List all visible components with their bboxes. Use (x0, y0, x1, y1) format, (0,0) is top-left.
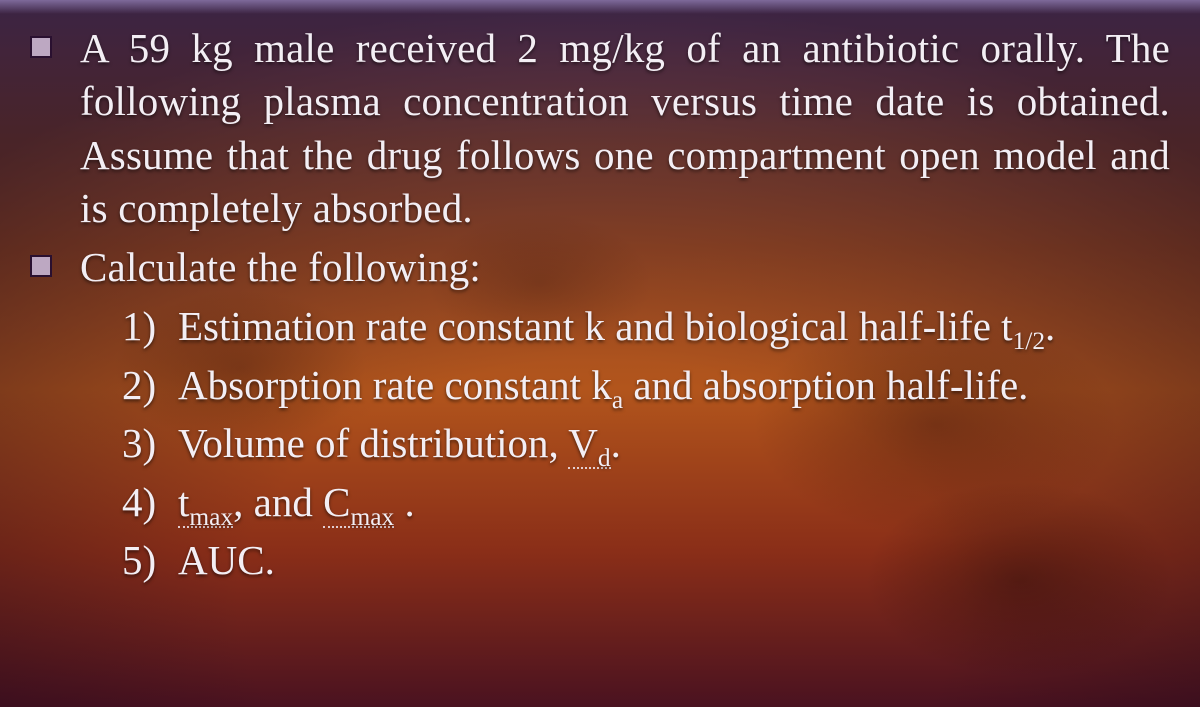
item-number: 1) (122, 302, 178, 350)
slide-content: A 59 kg male received 2 mg/kg of an anti… (30, 22, 1170, 587)
symbol-tmax: tmax (178, 479, 233, 528)
subscript: 1/2 (1013, 328, 1045, 356)
symbol-k: k (591, 362, 612, 408)
text-run: , and (233, 479, 323, 525)
slide: A 59 kg male received 2 mg/kg of an anti… (0, 0, 1200, 707)
bullet-text: A 59 kg male received 2 mg/kg of an anti… (80, 22, 1170, 235)
item-text: tmax, and Cmax . (178, 476, 415, 528)
item-text: Estimation rate constant k and biologica… (178, 300, 1055, 352)
text-run: Absorption rate constant (178, 362, 591, 408)
list-item: 1) Estimation rate constant k and biolog… (122, 300, 1170, 352)
item-text: AUC. (178, 534, 275, 586)
symbol-t: t (178, 479, 189, 525)
item-text: Absorption rate constant ka and absorpti… (178, 359, 1028, 411)
text-run: . (394, 479, 415, 525)
text-run: Volume of distribution, (178, 420, 568, 466)
bullet-square-icon (30, 36, 52, 58)
symbol-vd: Vd (568, 420, 610, 469)
text-run: AUC. (178, 537, 275, 583)
subscript: a (612, 386, 623, 414)
symbol-v: V (568, 420, 598, 466)
subscript: d (598, 445, 611, 473)
text-run: . (1045, 303, 1055, 349)
list-item: 2) Absorption rate constant ka and absor… (122, 359, 1170, 411)
list-item: 3) Volume of distribution, Vd. (122, 417, 1170, 469)
symbol-t: t (1001, 303, 1012, 349)
bullet-item: A 59 kg male received 2 mg/kg of an anti… (30, 22, 1170, 235)
top-strip (0, 0, 1200, 14)
item-number: 4) (122, 478, 178, 526)
item-number: 3) (122, 419, 178, 467)
text-run: and absorption half-life. (623, 362, 1028, 408)
bullet-square-icon (30, 255, 52, 277)
text-run: . (611, 420, 621, 466)
list-item: 5) AUC. (122, 534, 1170, 586)
numbered-list: 1) Estimation rate constant k and biolog… (122, 300, 1170, 586)
bullet-item: Calculate the following: (30, 241, 1170, 294)
text-run: Estimation rate constant k and biologica… (178, 303, 1001, 349)
list-item: 4) tmax, and Cmax . (122, 476, 1170, 528)
item-text: Volume of distribution, Vd. (178, 417, 621, 469)
symbol-c: C (323, 479, 350, 525)
item-number: 5) (122, 536, 178, 584)
symbol-cmax: Cmax (323, 479, 394, 528)
subscript: max (189, 503, 233, 531)
item-number: 2) (122, 361, 178, 409)
subscript: max (350, 503, 394, 531)
bullet-text: Calculate the following: (80, 241, 481, 294)
